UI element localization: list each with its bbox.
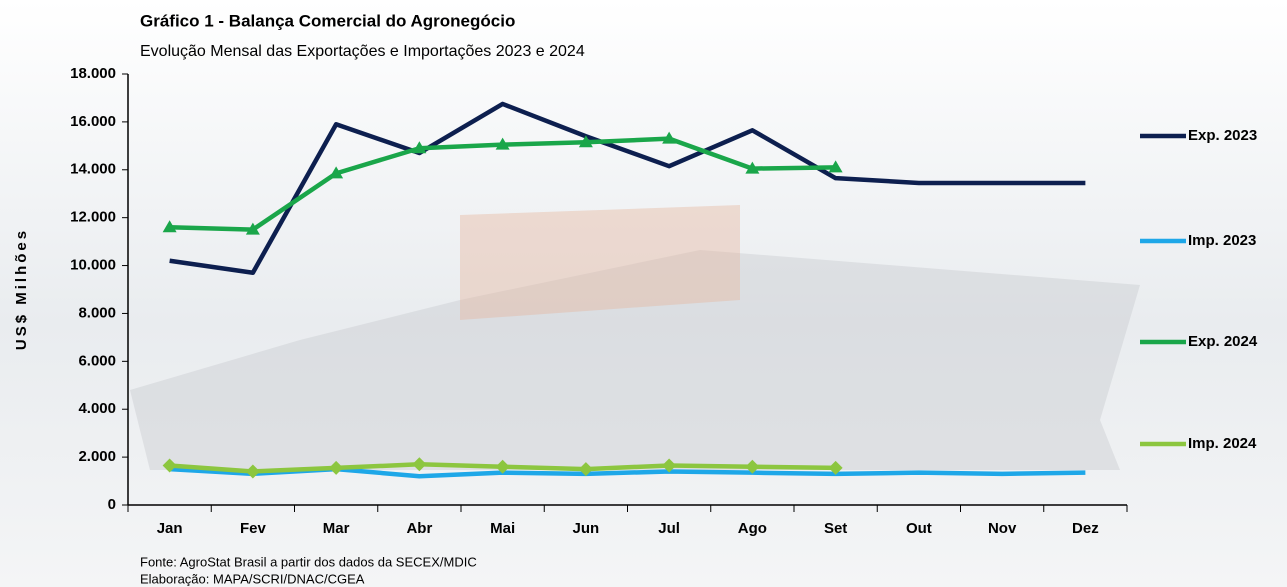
y-axis-label: US$ Milhões — [13, 228, 30, 350]
series-marker — [245, 222, 260, 235]
series-marker — [745, 459, 760, 474]
legend-label: Imp. 2023 — [1188, 232, 1256, 249]
y-tick-label: 6.000 — [78, 352, 116, 369]
y-tick-label: 4.000 — [78, 400, 116, 417]
y-tick-label: 16.000 — [70, 113, 116, 130]
x-tick-label: Jul — [658, 520, 680, 537]
series-marker — [329, 460, 344, 475]
y-tick-label: 8.000 — [78, 304, 116, 321]
y-tick-label: 14.000 — [70, 161, 116, 178]
series-marker — [412, 141, 427, 154]
credit-note: Elaboração: MAPA/SCRI/DNAC/CGEA — [140, 571, 365, 586]
series-marker — [162, 220, 177, 233]
series-marker — [245, 464, 260, 479]
series-line — [169, 101, 1086, 275]
ship-illustration — [130, 250, 1140, 470]
series-marker — [662, 458, 677, 473]
legend-label: Exp. 2024 — [1188, 333, 1258, 350]
series-marker — [662, 131, 677, 144]
chart-title: Gráfico 1 - Balança Comercial do Agroneg… — [140, 11, 515, 30]
containers-illustration — [460, 205, 740, 320]
series-marker — [745, 161, 760, 174]
chart-subtitle: Evolução Mensal das Exportações e Import… — [140, 43, 585, 60]
series-marker — [329, 166, 344, 179]
legend-label: Exp. 2023 — [1188, 127, 1257, 144]
y-tick-label: 12.000 — [70, 209, 116, 226]
x-tick-label: Jun — [573, 520, 600, 537]
y-tick-label: 2.000 — [78, 448, 116, 465]
x-tick-label: Jan — [157, 520, 183, 537]
x-tick-label: Dez — [1072, 520, 1099, 537]
series-marker — [578, 462, 593, 477]
y-tick-label: 10.000 — [70, 257, 116, 274]
series-marker — [578, 135, 593, 148]
source-note: Fonte: AgroStat Brasil a partir dos dado… — [140, 554, 477, 569]
series-marker — [828, 460, 843, 475]
series-marker — [495, 459, 510, 474]
x-tick-label: Fev — [240, 520, 267, 537]
x-tick-label: Out — [906, 520, 932, 537]
x-tick-label: Nov — [988, 520, 1017, 537]
series-marker — [162, 458, 177, 473]
x-tick-label: Set — [824, 520, 847, 537]
x-tick-label: Abr — [406, 520, 432, 537]
series-marker — [828, 160, 843, 173]
y-tick-label: 18.000 — [70, 65, 116, 82]
series-marker — [495, 137, 510, 150]
x-tick-label: Mar — [323, 520, 350, 537]
legend-label: Imp. 2024 — [1188, 435, 1257, 452]
series-marker — [412, 457, 427, 472]
x-tick-label: Ago — [738, 520, 767, 537]
x-tick-label: Mai — [490, 520, 515, 537]
y-tick-label: 0 — [108, 496, 116, 513]
